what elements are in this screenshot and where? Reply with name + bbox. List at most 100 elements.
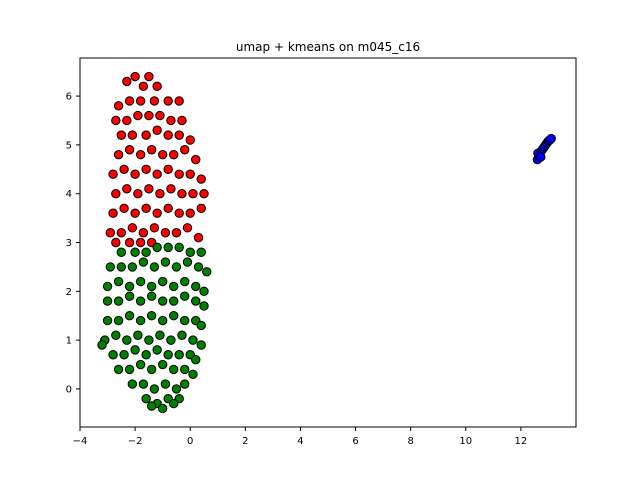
data-point	[144, 71, 154, 82]
data-point	[113, 296, 124, 306]
data-point	[141, 203, 151, 214]
data-point	[152, 125, 162, 135]
data-point	[171, 384, 182, 394]
data-point	[163, 350, 173, 360]
data-point	[177, 188, 187, 199]
data-point	[193, 262, 204, 272]
data-point	[116, 247, 127, 257]
data-point	[174, 208, 184, 218]
data-point	[163, 96, 173, 106]
data-point	[144, 110, 154, 121]
data-point	[138, 257, 149, 267]
x-axis: −4 −2 0 2 4 6 8 10 12	[73, 427, 527, 447]
data-point	[113, 276, 124, 287]
data-point	[157, 149, 168, 160]
data-point	[146, 281, 157, 292]
data-point	[141, 350, 151, 360]
data-point	[113, 149, 124, 160]
data-point	[157, 276, 168, 287]
data-point	[135, 296, 146, 306]
data-point	[191, 154, 201, 165]
y-tick-label: 4	[66, 189, 72, 200]
data-point	[141, 130, 151, 140]
data-point	[199, 188, 209, 199]
data-point	[138, 81, 149, 92]
data-point	[166, 335, 176, 345]
data-point	[191, 354, 201, 365]
data-point	[182, 257, 193, 267]
data-point	[119, 203, 129, 214]
data-point	[111, 115, 121, 126]
data-point	[155, 330, 165, 340]
data-point	[130, 247, 140, 257]
data-point	[130, 169, 140, 179]
data-point	[146, 311, 157, 321]
data-point	[171, 228, 182, 238]
data-point	[160, 228, 171, 238]
data-point	[111, 330, 121, 340]
data-point	[160, 379, 171, 389]
y-tick-label: 1	[66, 336, 72, 347]
data-point	[138, 379, 149, 389]
data-point	[122, 184, 132, 194]
data-point	[157, 359, 168, 370]
data-point	[130, 345, 140, 355]
data-point	[155, 188, 165, 199]
data-point	[166, 115, 176, 126]
y-tick-label: 0	[66, 384, 72, 395]
data-point	[138, 228, 149, 238]
y-tick-label: 3	[66, 238, 72, 249]
data-point	[124, 96, 135, 106]
data-point	[199, 286, 209, 297]
data-point	[157, 296, 168, 306]
data-point	[124, 145, 135, 155]
data-points	[97, 71, 556, 414]
data-point	[185, 135, 195, 145]
data-point	[174, 130, 184, 140]
data-point	[111, 237, 121, 248]
data-point	[149, 96, 160, 106]
data-point	[146, 291, 157, 301]
data-point	[108, 169, 118, 179]
data-point	[127, 130, 138, 140]
x-tick-label: −2	[128, 436, 143, 447]
data-point	[113, 364, 124, 375]
data-point	[168, 296, 179, 306]
data-point	[180, 145, 190, 155]
data-point	[163, 203, 173, 214]
data-point	[185, 208, 195, 218]
data-point	[146, 364, 157, 375]
data-point	[157, 315, 168, 326]
data-point	[133, 330, 143, 340]
data-point	[152, 81, 162, 92]
data-point	[166, 184, 176, 194]
data-point	[174, 96, 184, 106]
data-point	[174, 169, 184, 179]
data-point	[185, 169, 195, 179]
data-point	[141, 393, 151, 404]
data-point	[102, 296, 113, 306]
x-tick-label: −4	[73, 436, 88, 447]
data-point	[168, 281, 179, 292]
data-point	[157, 403, 168, 414]
data-point	[144, 184, 154, 194]
data-point	[188, 369, 198, 379]
data-point	[185, 247, 195, 257]
data-point	[116, 130, 127, 140]
data-point	[105, 228, 116, 238]
data-point	[135, 237, 146, 248]
data-point	[536, 152, 546, 162]
data-point	[146, 401, 157, 411]
data-point	[152, 242, 162, 253]
data-point	[135, 276, 146, 287]
data-point	[193, 232, 204, 243]
data-point	[127, 262, 138, 272]
data-point	[177, 115, 187, 126]
data-point	[191, 281, 201, 292]
data-point	[177, 330, 187, 340]
data-point	[546, 133, 556, 144]
data-point	[174, 242, 184, 253]
data-point	[196, 203, 206, 214]
